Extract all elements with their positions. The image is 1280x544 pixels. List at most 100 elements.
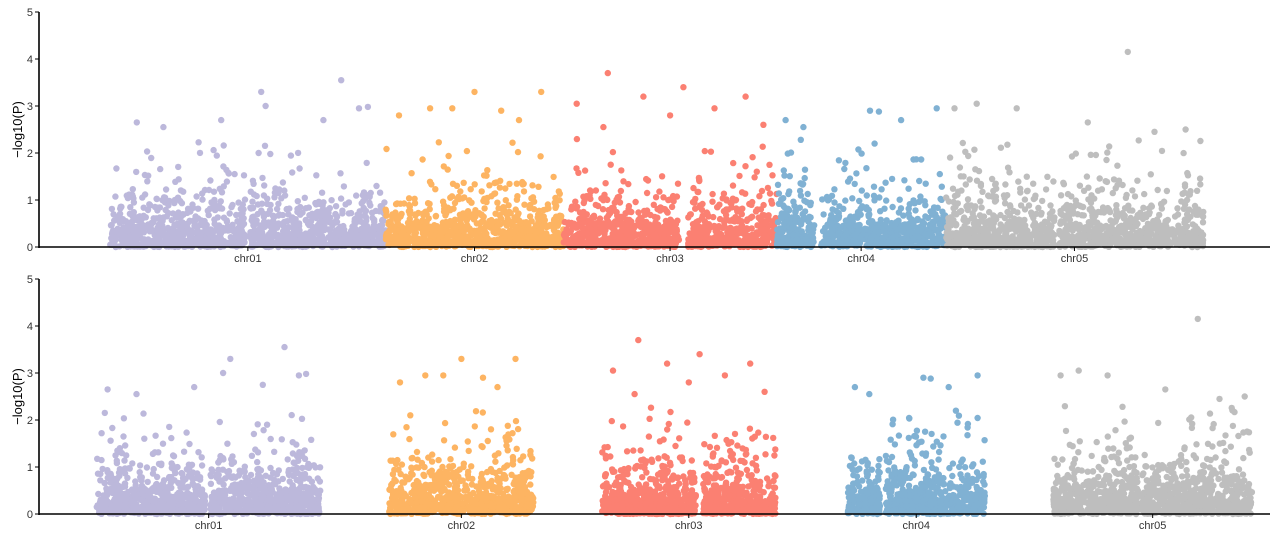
snp-point bbox=[968, 215, 975, 222]
snp-point bbox=[846, 175, 854, 182]
snp-point bbox=[1085, 196, 1092, 203]
snp-point bbox=[650, 201, 657, 208]
snp-point bbox=[390, 224, 397, 231]
snp-point bbox=[575, 169, 582, 176]
snp-point bbox=[342, 201, 349, 208]
snp-point bbox=[405, 208, 413, 215]
snp-point bbox=[470, 211, 477, 218]
snp-point bbox=[423, 211, 430, 218]
snp-point bbox=[728, 235, 735, 243]
snp-point bbox=[505, 202, 512, 209]
snp-point bbox=[1006, 169, 1013, 176]
snp-point bbox=[709, 190, 716, 198]
snp-point bbox=[271, 194, 278, 201]
snp-point bbox=[1025, 232, 1033, 239]
snp-point bbox=[210, 146, 217, 154]
snp-point bbox=[947, 214, 955, 221]
snp-point bbox=[320, 199, 327, 206]
snp-point bbox=[1098, 186, 1106, 193]
snp-point bbox=[275, 200, 282, 207]
snp-point bbox=[518, 226, 525, 233]
snp-point bbox=[1004, 208, 1011, 216]
snp-point bbox=[1109, 189, 1117, 197]
snp-point bbox=[926, 221, 933, 228]
y-tick-label: 0 bbox=[27, 242, 33, 254]
snp-point bbox=[972, 203, 979, 210]
snp-point bbox=[383, 145, 390, 153]
snp-point bbox=[714, 204, 721, 211]
snp-point bbox=[598, 195, 605, 202]
snp-point bbox=[692, 205, 699, 212]
snp-point bbox=[326, 217, 333, 224]
snp-point bbox=[728, 227, 735, 235]
snp-point bbox=[332, 203, 340, 210]
snp-point bbox=[205, 186, 213, 194]
snp-point bbox=[801, 197, 808, 204]
snp-point bbox=[916, 177, 923, 185]
snp-point bbox=[273, 205, 281, 213]
snp-point bbox=[189, 201, 196, 208]
snp-point bbox=[1181, 216, 1189, 223]
snp-point bbox=[1119, 209, 1126, 217]
snp-point bbox=[1197, 137, 1204, 145]
snp-point bbox=[548, 234, 555, 241]
snp-point bbox=[191, 222, 198, 229]
snp-point bbox=[318, 189, 326, 196]
snp-point bbox=[978, 204, 985, 211]
snp-point bbox=[1106, 143, 1113, 150]
snp-point bbox=[1060, 179, 1067, 186]
snp-point bbox=[910, 220, 917, 227]
snp-point bbox=[290, 224, 297, 232]
snp-point bbox=[217, 198, 224, 205]
snp-point bbox=[362, 214, 370, 221]
snp-point bbox=[241, 196, 249, 203]
snp-point bbox=[692, 195, 699, 203]
snp-point bbox=[729, 182, 737, 189]
snp-point bbox=[541, 216, 548, 224]
snp-point bbox=[956, 164, 964, 171]
snp-point bbox=[912, 207, 919, 214]
snp-point bbox=[423, 219, 430, 226]
snp-point bbox=[199, 190, 206, 197]
snp-point bbox=[463, 236, 471, 243]
snp-point bbox=[551, 216, 558, 223]
snp-point bbox=[369, 233, 376, 240]
snp-point bbox=[688, 239, 695, 246]
snp-point bbox=[1039, 197, 1046, 205]
snp-point bbox=[959, 139, 966, 147]
snp-point bbox=[889, 203, 896, 211]
snp-point bbox=[971, 146, 978, 153]
snp-point bbox=[1101, 237, 1108, 244]
snp-point bbox=[526, 227, 533, 234]
snp-point bbox=[936, 221, 943, 228]
snp-point bbox=[580, 193, 587, 200]
snp-peak-point bbox=[897, 116, 905, 124]
snp-point bbox=[306, 232, 314, 239]
snp-point bbox=[280, 229, 287, 236]
snp-point bbox=[408, 225, 415, 233]
snp-point bbox=[579, 213, 586, 220]
snp-point bbox=[1068, 208, 1075, 215]
snp-point bbox=[808, 230, 815, 238]
snp-point bbox=[450, 238, 457, 246]
snp-peak-point bbox=[218, 116, 225, 124]
snp-point bbox=[1064, 238, 1072, 245]
snp-point bbox=[372, 207, 380, 215]
snp-point bbox=[171, 196, 179, 204]
snp-point bbox=[242, 233, 249, 240]
chromosome-chr01 bbox=[107, 77, 389, 251]
snp-point bbox=[419, 242, 427, 250]
snp-point bbox=[905, 205, 912, 212]
snp-point bbox=[907, 228, 914, 235]
snp-point bbox=[195, 139, 202, 146]
snp-point bbox=[586, 187, 594, 194]
snp-point bbox=[193, 193, 200, 200]
snp-point bbox=[213, 152, 220, 159]
snp-point bbox=[766, 161, 773, 168]
snp-peak-point bbox=[338, 77, 345, 84]
snp-point bbox=[269, 240, 276, 247]
snp-point bbox=[1048, 229, 1056, 236]
snp-point bbox=[786, 173, 793, 180]
snp-point bbox=[749, 154, 756, 161]
